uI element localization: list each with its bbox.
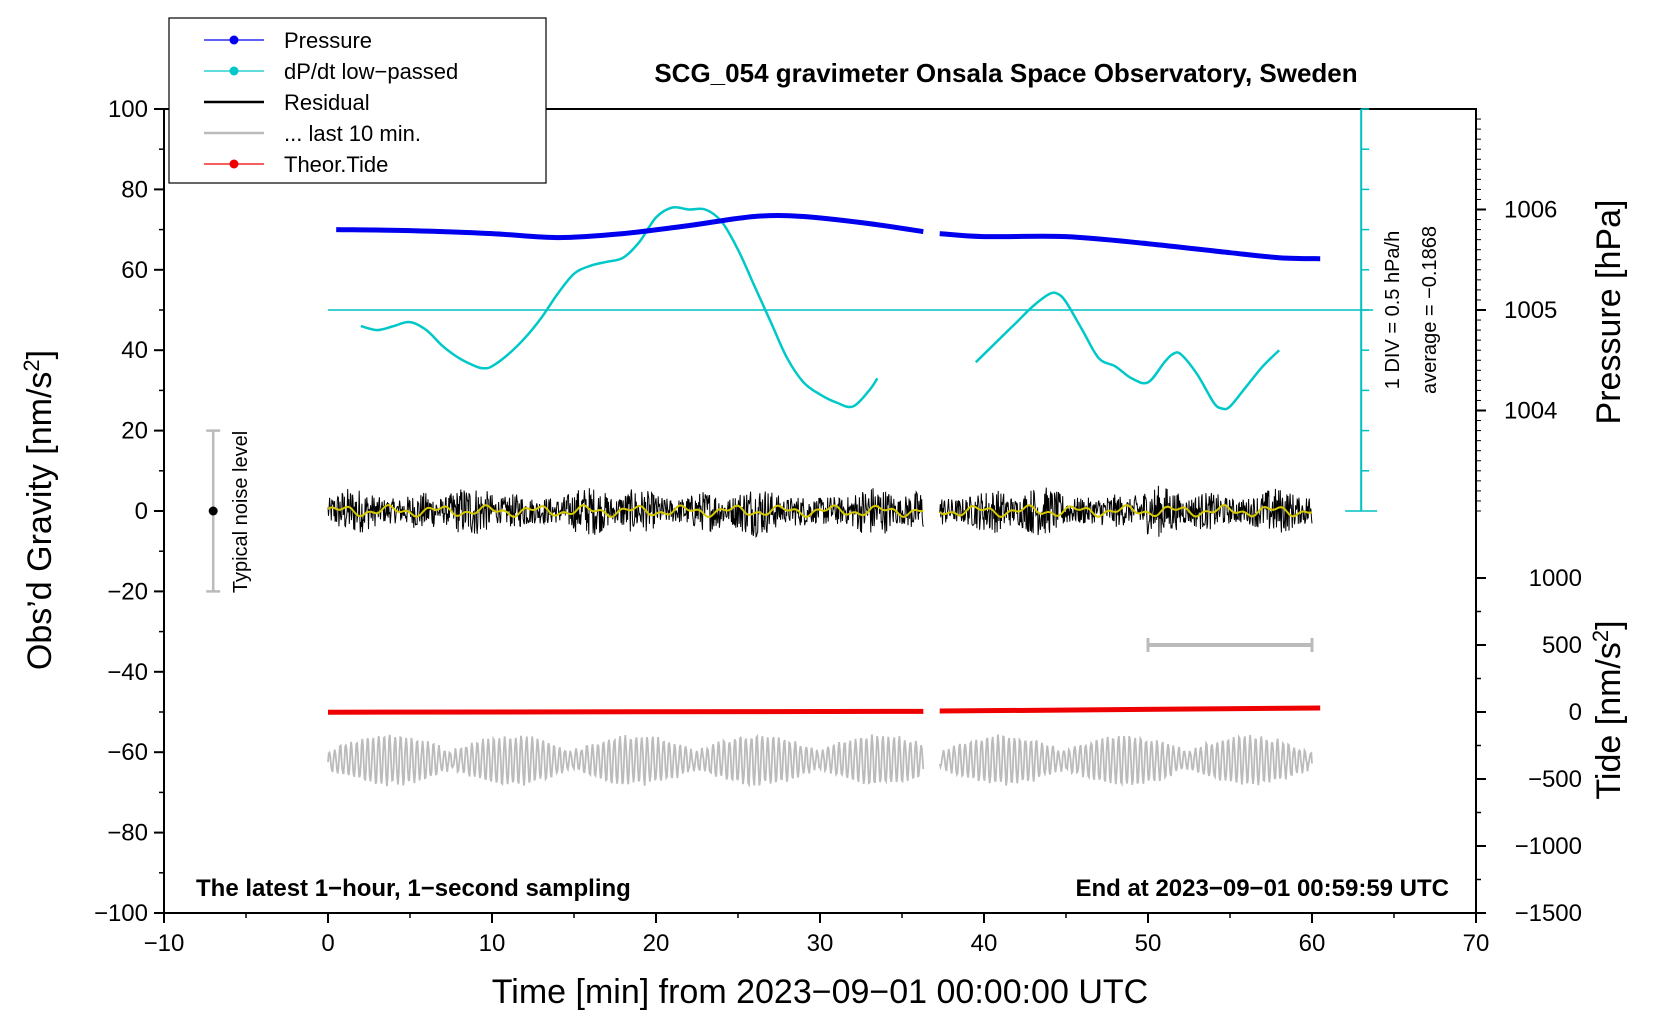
dpdt-line [974,291,1281,411]
dpdt-scale-label: 1 DIV = 0.5 hPa/h [1382,231,1404,389]
tide-tick-label: −1500 [1515,900,1582,927]
dpdt-series [360,205,1281,411]
residual-smoothed-line [327,504,924,519]
tide-tick-label: 1000 [1529,565,1582,592]
y-tick-label: 100 [108,96,148,123]
y-axis-label-close: ] [21,350,59,359]
residual-line [327,488,924,538]
y-axis-ticks: −100 −80 −60 −40 −20 0 20 40 60 80 100 [94,96,164,927]
dpdt-line [360,205,879,409]
y-tick-label: −80 [107,820,148,847]
tide-line [327,708,924,715]
tide-line [939,705,1321,714]
tide-tick-label: −500 [1528,766,1582,793]
x-tick-label: 0 [321,930,334,957]
noise-level-label: Typical noise level [230,431,252,593]
legend-label: ... last 10 min. [284,121,421,146]
x-axis-ticks: −10 0 10 20 30 40 50 60 70 [144,913,1490,957]
tide-axis-label: Tide [nm/s2] [1588,620,1628,799]
legend-label: dP/dt low−passed [284,59,458,84]
x-tick-label: 50 [1135,930,1162,957]
y-axis-label-sup: 2 [19,359,44,371]
pressure-tick-label: 1006 [1504,197,1557,224]
residual-line [939,485,1313,537]
pressure-line [336,213,924,241]
y-axis-label: Obs’d Gravity [nm/s2] [19,350,59,670]
last-10-min-bar [1146,638,1314,652]
noise-level-bar [206,429,221,593]
legend-box [168,17,547,184]
legend-marker [229,159,239,169]
pressure-series [336,213,1321,262]
y-axis-label-text: Obs’d Gravity [nm/s [21,372,59,671]
tide-tick-label: −1000 [1515,833,1582,860]
y-tick-label: 20 [121,418,148,445]
pressure-tick-label: 1005 [1504,297,1557,324]
pressure-tick-label: 1004 [1504,398,1557,425]
last-10-min-series [327,733,1313,788]
tide-axis-label-close: ] [1590,620,1628,629]
x-axis-label: Time [min] from 2023−09−01 00:00:00 UTC [492,973,1148,1011]
x-tick-label: 20 [643,930,670,957]
x-tick-label: 60 [1299,930,1326,957]
tide-series [327,705,1321,715]
pressure-axis-ticks: 1004 1005 1006 [1476,118,1557,512]
y-tick-label: −20 [107,578,148,605]
last-10-min-line [327,733,925,788]
dpdt-scale-axis [1345,108,1378,512]
sampling-note: The latest 1−hour, 1−second sampling [196,875,631,902]
tide-axis-label-text: Tide [nm/s [1590,642,1628,799]
x-tick-label: 70 [1463,930,1490,957]
last-10-min-line [938,733,1313,787]
y-tick-label: −100 [94,900,148,927]
legend-marker [229,66,239,76]
y-tick-label: −60 [107,739,148,766]
residual-series [327,485,1313,538]
x-tick-label: −10 [144,930,185,957]
x-tick-label: 10 [479,930,506,957]
tide-tick-label: 0 [1569,699,1582,726]
legend-label: Theor.Tide [284,152,388,177]
x-tick-label: 30 [807,930,834,957]
y-tick-label: 40 [121,337,148,364]
pressure-line [939,231,1321,262]
chart-title: SCG_054 gravimeter Onsala Space Observat… [654,58,1357,88]
legend-label: Residual [284,90,370,115]
noise-bar-center [208,506,218,516]
dpdt-average-label: average = −0.1868 [1419,226,1441,394]
legend-marker [229,35,239,45]
tide-tick-label: 500 [1542,632,1582,659]
y-tick-label: 80 [121,176,148,203]
end-time-note: End at 2023−09−01 00:59:59 UTC [1075,875,1449,902]
y-tick-label: 60 [121,257,148,284]
pressure-axis-label: Pressure [hPa] [1590,200,1628,425]
residual-smoothed-line [939,503,1313,518]
legend-label: Pressure [284,28,372,53]
tide-axis-label-sup: 2 [1588,630,1613,642]
residual-smoothed-series [327,503,1313,519]
legend: Pressure dP/dt low−passed Residual ... last… [168,17,547,184]
y-tick-label: −40 [107,659,148,686]
y-tick-label: 0 [135,498,148,525]
legend-items: Pressure dP/dt low−passed Residual ... last… [204,28,458,177]
tide-axis-ticks: −1500 −1000 −500 0 500 1000 [1476,565,1582,927]
x-tick-label: 40 [971,930,998,957]
